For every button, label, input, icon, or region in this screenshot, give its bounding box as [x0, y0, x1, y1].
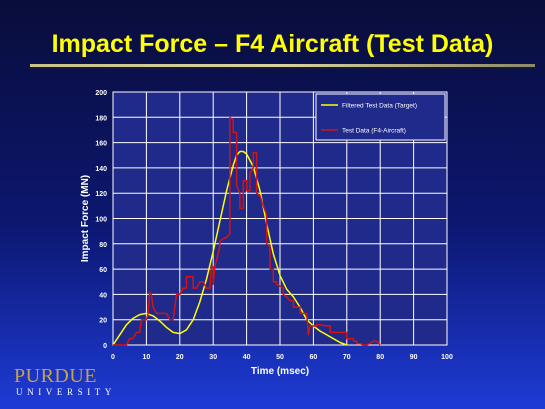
y-tick-label: 120 — [95, 191, 107, 198]
x-tick-label: 0 — [111, 354, 115, 361]
logo-wordmark: PURDUE — [14, 365, 98, 387]
y-tick-label: 140 — [95, 166, 107, 173]
y-tick-label: 40 — [99, 292, 107, 299]
purdue-logo: PURDUE UNIVERSITY — [14, 365, 114, 405]
x-tick-label: 80 — [376, 354, 384, 361]
x-tick-label: 20 — [176, 354, 184, 361]
y-tick-label: 180 — [95, 115, 107, 122]
legend-label: Test Data (F4-Aircraft) — [342, 128, 406, 135]
slide-title: Impact Force – F4 Aircraft (Test Data) — [51, 30, 494, 58]
y-tick-label: 100 — [95, 217, 107, 224]
x-tick-label: 60 — [310, 354, 318, 361]
x-tick-label: 40 — [243, 354, 251, 361]
y-tick-label: 200 — [95, 90, 107, 97]
y-tick-label: 20 — [99, 318, 107, 325]
title-divider — [30, 64, 535, 67]
series-line-test-data — [113, 116, 381, 346]
x-tick-label: 70 — [343, 354, 351, 361]
y-tick-label: 80 — [99, 242, 107, 249]
x-tick-label: 10 — [143, 354, 151, 361]
x-tick-label: 30 — [209, 354, 217, 361]
legend-box — [315, 93, 446, 141]
y-tick-label: 160 — [95, 141, 107, 148]
x-tick-label: 50 — [276, 354, 284, 361]
logo-subtext: UNIVERSITY — [16, 387, 116, 397]
title-divider-shadow — [30, 67, 535, 69]
series-line-filtered — [112, 150, 348, 346]
y-axis-label: Impact Force (MN) — [80, 175, 91, 262]
y-tick-label: 60 — [99, 267, 107, 274]
y-tick-label: 0 — [103, 343, 107, 350]
legend-label: Filtered Test Data (Target) — [342, 103, 417, 110]
x-tick-label: 100 — [441, 354, 453, 361]
x-tick-label: 90 — [410, 354, 418, 361]
x-axis-label: Time (msec) — [251, 366, 309, 377]
